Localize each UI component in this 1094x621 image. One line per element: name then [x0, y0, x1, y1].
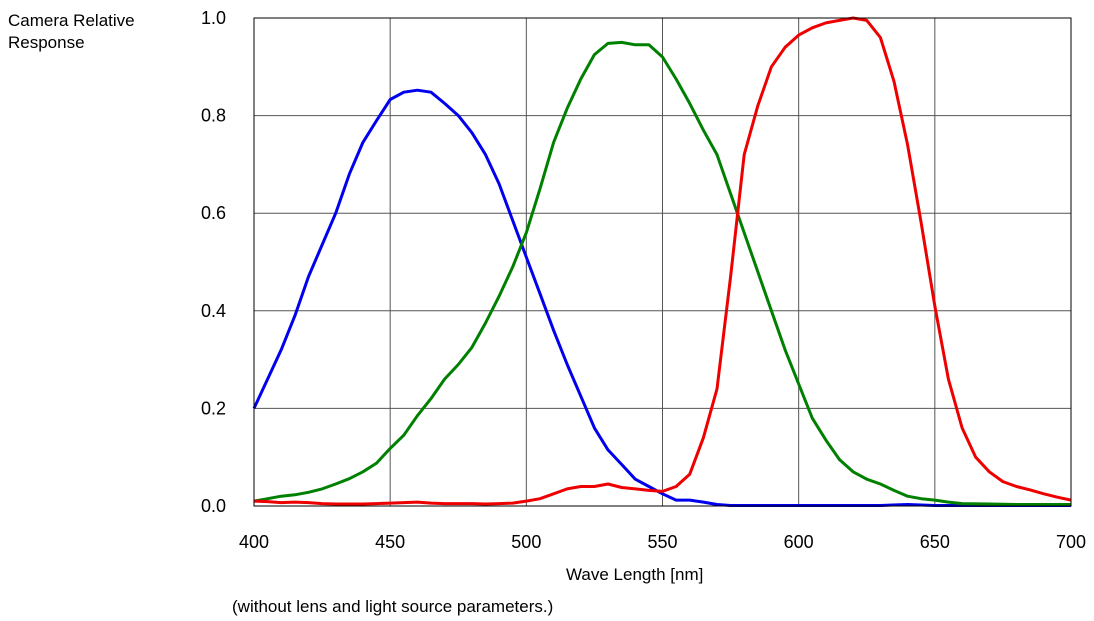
- y-axis-label-line-2: Response: [8, 33, 85, 52]
- series-line-2: [253, 16, 1072, 506]
- tick-labels: 400 450 500 550 600 650 700 0.0 0.2 0.4 0.6 0.8 1.0: [201, 8, 1086, 552]
- y-tick-label: 0.6: [201, 203, 226, 223]
- x-tick-label: 600: [784, 532, 814, 552]
- plot-frame: [253, 17, 1072, 507]
- x-tick-label: 500: [511, 532, 541, 552]
- x-tick-label: 450: [375, 532, 405, 552]
- x-tick-label: 550: [647, 532, 677, 552]
- x-axis-label: Wave Length [nm]: [566, 565, 704, 584]
- x-tick-label: 650: [920, 532, 950, 552]
- y-axis-label: Camera Relative Response: [8, 10, 135, 54]
- y-tick-label: 1.0: [201, 8, 226, 28]
- grid: [253, 17, 1072, 507]
- y-tick-label: 0.2: [201, 398, 226, 418]
- x-tick-label: 400: [239, 532, 269, 552]
- chart-note: (without lens and light source parameter…: [232, 597, 554, 616]
- series-line-1: [253, 40, 1071, 506]
- y-tick-label: 0.4: [201, 301, 226, 321]
- y-axis-label-line-1: Camera Relative: [8, 11, 135, 30]
- x-tick-label: 700: [1056, 532, 1086, 552]
- y-tick-label: 0.8: [201, 106, 226, 126]
- y-tick-label: 0.0: [201, 496, 226, 516]
